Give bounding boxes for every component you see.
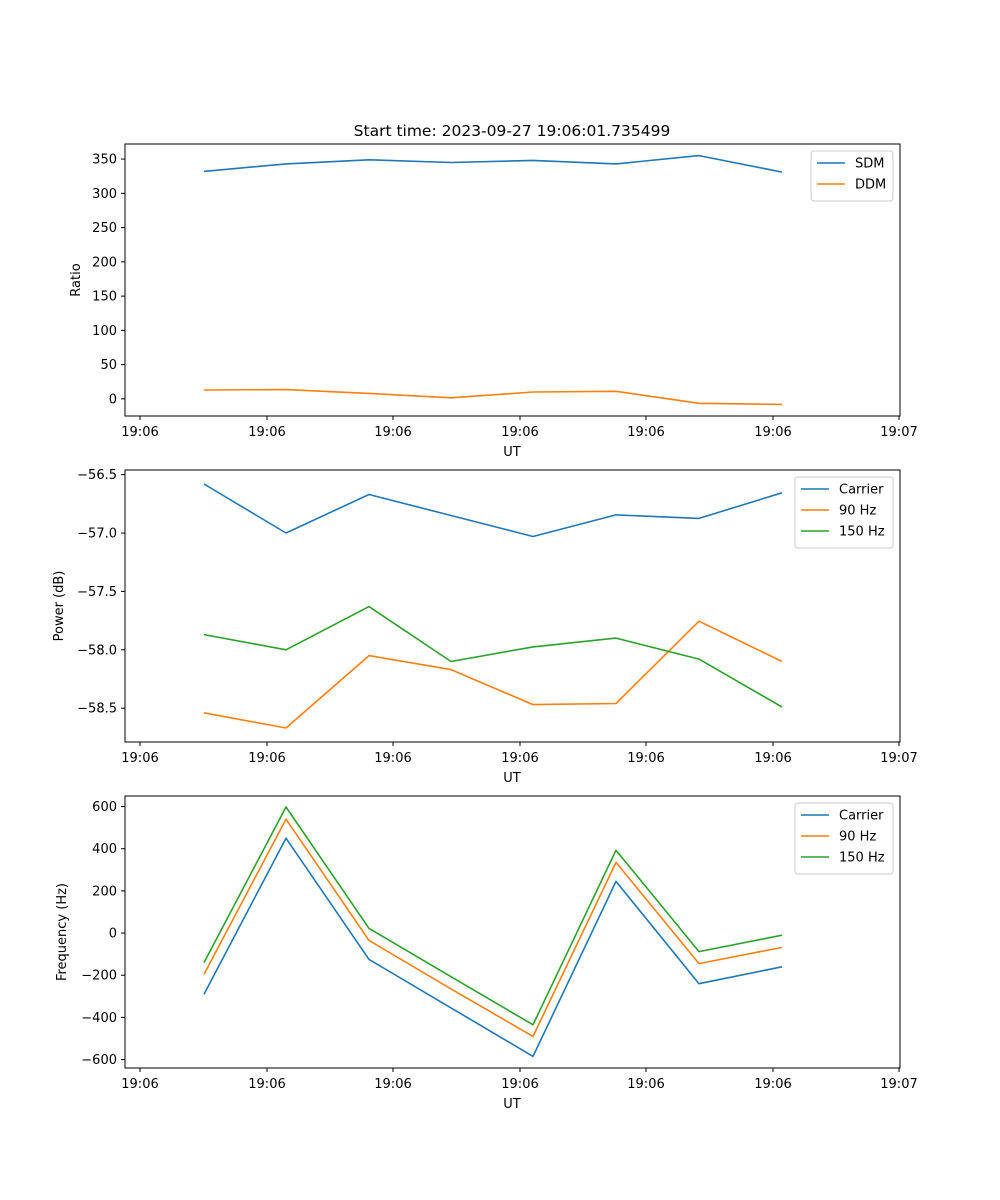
frequency-x-tick-label: 19:06 (501, 1077, 538, 1092)
frequency-y-tick-label: 200 (92, 884, 117, 899)
power-axes-frame (124, 469, 901, 743)
ratio-y-tick-label: 50 (100, 358, 117, 373)
power-y-axis-label: Power (dB) (52, 571, 67, 642)
ratio-y-tick-label: 250 (92, 221, 117, 236)
ratio-x-axis-label: UT (503, 445, 521, 460)
chart-power: UT Power (dB) 19:06 19:06 19:06 19:06 19:06 1… (52, 468, 918, 786)
frequency-y-tick-label: 400 (92, 842, 117, 857)
frequency-x-tick-label: 19:06 (374, 1077, 411, 1092)
ratio-legend-label: SDM (855, 157, 884, 172)
frequency-legend-label: Carrier (839, 809, 884, 824)
power-x-tick-label: 19:06 (627, 751, 664, 766)
ratio-series-sdm (203, 154, 783, 173)
frequency-legend-label: 150 Hz (839, 851, 885, 866)
power-x-tick-label: 19:06 (248, 751, 285, 766)
power-series-carrier (203, 483, 783, 538)
frequency-y-tick-label: −600 (81, 1053, 117, 1068)
frequency-y-tick-label: −200 (81, 969, 117, 984)
power-legend-label: 90 Hz (839, 504, 876, 519)
chart-ratio: UT Ratio 19:06 19:06 19:06 19:06 19:06 19:06 1… (69, 143, 918, 460)
ratio-y-tick-label: 300 (92, 187, 117, 202)
power-legend: Carrier 90 Hz 150 Hz (794, 476, 894, 549)
frequency-x-tick-label: 19:06 (627, 1077, 664, 1092)
frequency-y-axis-label: Frequency (Hz) (55, 883, 70, 981)
power-y-tick-label: −57.5 (77, 585, 117, 600)
frequency-x-tick-label: 19:06 (754, 1077, 791, 1092)
power-x-tick-label: 19:06 (121, 751, 158, 766)
frequency-x-tick-label: 19:06 (121, 1077, 158, 1092)
frequency-legend: Carrier 90 Hz 150 Hz (794, 802, 894, 875)
power-x-tick-label: 19:06 (501, 751, 538, 766)
frequency-series-150-hz (203, 806, 783, 1026)
chart-frequency: UT Frequency (Hz) 19:06 19:06 19:06 19:06 19… (55, 795, 918, 1112)
power-y-tick-label: −57.0 (77, 527, 117, 542)
frequency-plot-area (203, 806, 783, 1058)
ratio-series-ddm (203, 388, 783, 406)
frequency-axes-frame (124, 795, 901, 1069)
frequency-x-tick-label: 19:06 (248, 1077, 285, 1092)
ratio-y-tick-label: 0 (109, 392, 117, 407)
ratio-axes-frame (124, 143, 901, 417)
power-x-tick-label: 19:06 (374, 751, 411, 766)
ratio-y-tick-label: 100 (92, 324, 117, 339)
ratio-legend-label: DDM (855, 178, 886, 193)
ratio-x-tick-label: 19:06 (627, 425, 664, 440)
frequency-legend-label: 90 Hz (839, 830, 876, 845)
ratio-y-tick-label: 200 (92, 255, 117, 270)
figure-title: Start time: 2023-09-27 19:06:01.735499 (354, 122, 671, 140)
frequency-y-tick-label: 0 (109, 927, 117, 942)
frequency-x-axis-label: UT (503, 1097, 521, 1112)
ratio-x-tick-label: 19:06 (374, 425, 411, 440)
ratio-plot-area (203, 154, 783, 406)
ratio-x-tick-label: 19:07 (880, 425, 917, 440)
ratio-x-tick-label: 19:06 (248, 425, 285, 440)
power-plot-area (203, 483, 783, 729)
frequency-y-tick-label: −400 (81, 1011, 117, 1026)
frequency-series-90-hz (203, 818, 783, 1038)
power-y-tick-label: −56.5 (77, 468, 117, 483)
ratio-y-axis-label: Ratio (69, 263, 84, 296)
power-y-tick-label: −58.0 (77, 643, 117, 658)
frequency-y-tick-label: 600 (92, 800, 117, 815)
power-x-axis-label: UT (503, 771, 521, 786)
power-series-150-hz (203, 605, 783, 708)
power-x-tick-label: 19:07 (880, 751, 917, 766)
power-x-tick-label: 19:06 (754, 751, 791, 766)
ratio-x-tick-label: 19:06 (121, 425, 158, 440)
power-legend-label: 150 Hz (839, 525, 885, 540)
ratio-x-tick-label: 19:06 (501, 425, 538, 440)
power-legend-label: Carrier (839, 483, 884, 498)
ratio-y-tick-label: 150 (92, 290, 117, 305)
frequency-series-carrier (203, 837, 783, 1058)
ratio-y-tick-label: 350 (92, 153, 117, 168)
power-series-90-hz (203, 620, 783, 729)
ratio-x-tick-label: 19:06 (754, 425, 791, 440)
power-y-tick-label: −58.5 (77, 702, 117, 717)
ratio-legend: SDM DDM (810, 150, 894, 202)
frequency-x-tick-label: 19:07 (880, 1077, 917, 1092)
